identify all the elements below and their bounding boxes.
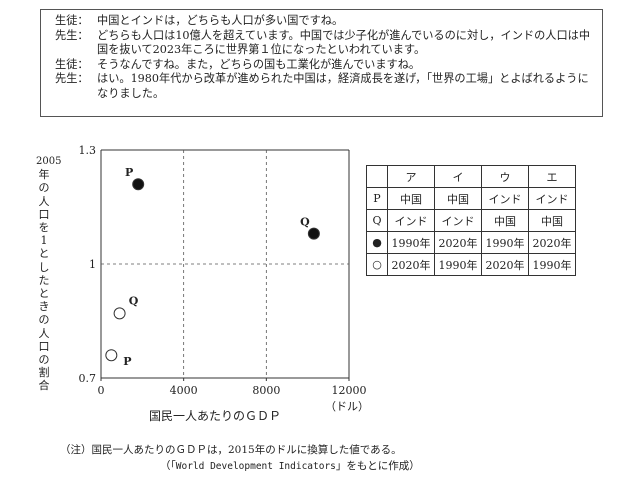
table-cell: 中国 [481, 209, 529, 232]
table-row-header: ● [366, 231, 388, 254]
x-tick-label: 8000 [252, 384, 280, 397]
table-cell: 2020年 [481, 253, 529, 276]
table-row: ● 1990年 2020年 1990年 2020年 [366, 231, 576, 254]
options-table: アイウエ P 中国 中国 インド インド Q インド インド 中国 中国 ● 1990年 2020年 199… [366, 165, 576, 276]
y-axis-label-char: 年 [38, 168, 50, 182]
table-cell: 中国 [528, 209, 576, 232]
x-tick-label: 0 [98, 384, 105, 397]
table-cell: 中国 [434, 187, 482, 210]
y-axis-label: 2005 年の人口を 1 としたときの人口の割合 [36, 155, 62, 393]
chart-note: （注）国民一人あたりのＧＤＰは，2015年のドルに換算した値である。 [60, 444, 402, 456]
table-row-header: P [366, 187, 388, 210]
y-axis-label-char: 合 [38, 379, 50, 393]
y-axis-label-char: し [38, 260, 50, 274]
table-row-header: ○ [366, 253, 388, 276]
dialogue-box: 生徒： 中国とインドは，どちらも人口が多い国ですね。 先生： どちらも人口は10… [40, 9, 603, 117]
table-cell: インド [434, 209, 482, 232]
y-tick-label: 0.7 [79, 372, 97, 385]
y-tick-label: 1 [89, 258, 96, 271]
x-axis-unit: （ドル） [325, 400, 369, 413]
y-axis-label-char: を [38, 221, 50, 235]
table-cell: ウ [481, 165, 529, 188]
speaker-label: 生徒： [55, 57, 89, 71]
y-axis-label-char: た [38, 273, 50, 287]
table-cell: 1990年 [528, 253, 576, 276]
y-axis-label-char: と [38, 287, 50, 301]
y-axis-label-char: の [38, 181, 50, 195]
source-name: World Development Indicators [175, 461, 336, 472]
filled-point [307, 227, 320, 240]
hollow-point [105, 349, 118, 362]
source-suffix: 」をもとに作成） [335, 460, 420, 472]
y-axis-label-char: 2005 [36, 156, 62, 167]
point-label: Q [129, 294, 139, 307]
dialogue-text: そうなんですね。また，どちらの国も工業化が進んでいますね。 [97, 57, 421, 71]
y-tick-label: 1.3 [79, 144, 97, 157]
table-cell: エ [528, 165, 576, 188]
scatter-chart: 0 4000 8000 12000 （ドル） 国民一人あたりのＧＤＰ 0.7 1 1.3 P Q Q P [0, 130, 370, 430]
table-cell: イ [434, 165, 482, 188]
dialogue-line: 生徒： そうなんですね。また，どちらの国も工業化が進んでいますね。 [55, 58, 596, 73]
y-axis-label-char: 人 [38, 194, 50, 208]
table-row-header [366, 165, 388, 188]
table-cell: 1990年 [481, 231, 529, 254]
x-tick-label: 4000 [170, 384, 198, 397]
table-cell: 中国 [387, 187, 435, 210]
table-cell: インド [387, 209, 435, 232]
y-axis-label-char: 1 [40, 234, 48, 248]
table-cell: 2020年 [387, 253, 435, 276]
dialogue-line: 先生： はい。1980年代から改革が進められた中国は，経済成長を遂げ，「世界の工… [55, 72, 596, 101]
table-cell: インド [481, 187, 529, 210]
table-cell: 2020年 [434, 231, 482, 254]
speaker-label: 先生： [55, 28, 89, 42]
hollow-point [113, 307, 126, 320]
chart-svg: 0 4000 8000 12000 （ドル） 国民一人あたりのＧＤＰ 0.7 1 1.3 P Q Q P [79, 144, 370, 423]
source-prefix: （「 [160, 460, 176, 472]
y-axis-label-char: 口 [38, 207, 50, 221]
filled-point [132, 178, 145, 191]
table-row: P 中国 中国 インド インド [366, 187, 576, 210]
table-row: ○ 2020年 1990年 2020年 1990年 [366, 253, 576, 276]
y-axis-label-char: の [38, 313, 50, 327]
y-axis-label-char: き [38, 300, 50, 314]
source-line: （「World Development Indicators」をもとに作成） [160, 458, 420, 473]
table-cell: 2020年 [528, 231, 576, 254]
table-row: Q インド インド 中国 中国 [366, 209, 576, 232]
speaker-label: 生徒： [55, 14, 89, 27]
y-axis-label-char: 人 [38, 326, 50, 340]
x-tick-label: 12000 [332, 384, 367, 397]
y-axis-label-char: 割 [38, 366, 50, 380]
table-cell: インド [528, 187, 576, 210]
point-label: P [123, 355, 131, 368]
table-cell: ア [387, 165, 435, 188]
dialogue-line: 生徒： 中国とインドは，どちらも人口が多い国ですね。 [55, 14, 596, 29]
y-axis-label-char: と [38, 247, 50, 261]
dialogue-line: 先生： どちらも人口は10億人を超えています。中国では少子化が進んでいるのに対し… [55, 29, 596, 58]
dialogue-text: はい。1980年代から改革が進められた中国は，経済成長を遂げ，「世界の工場」とよ… [97, 72, 589, 100]
dialogue-text: 中国とインドは，どちらも人口が多い国ですね。 [97, 14, 344, 27]
speaker-label: 先生： [55, 72, 89, 86]
dialogue-text: どちらも人口は10億人を超えています。中国では少子化が進んでいるのに対し，インド… [97, 28, 591, 57]
point-label: P [125, 166, 133, 179]
y-axis-label-char: の [38, 353, 50, 367]
y-axis-label-char: 口 [38, 339, 50, 353]
point-label: Q [300, 216, 310, 229]
table-cell: 1990年 [434, 253, 482, 276]
table-row-header: Q [366, 209, 388, 232]
x-axis-label: 国民一人あたりのＧＤＰ [149, 409, 281, 423]
table-header-row: アイウエ [366, 165, 576, 188]
table-cell: 1990年 [387, 231, 435, 254]
